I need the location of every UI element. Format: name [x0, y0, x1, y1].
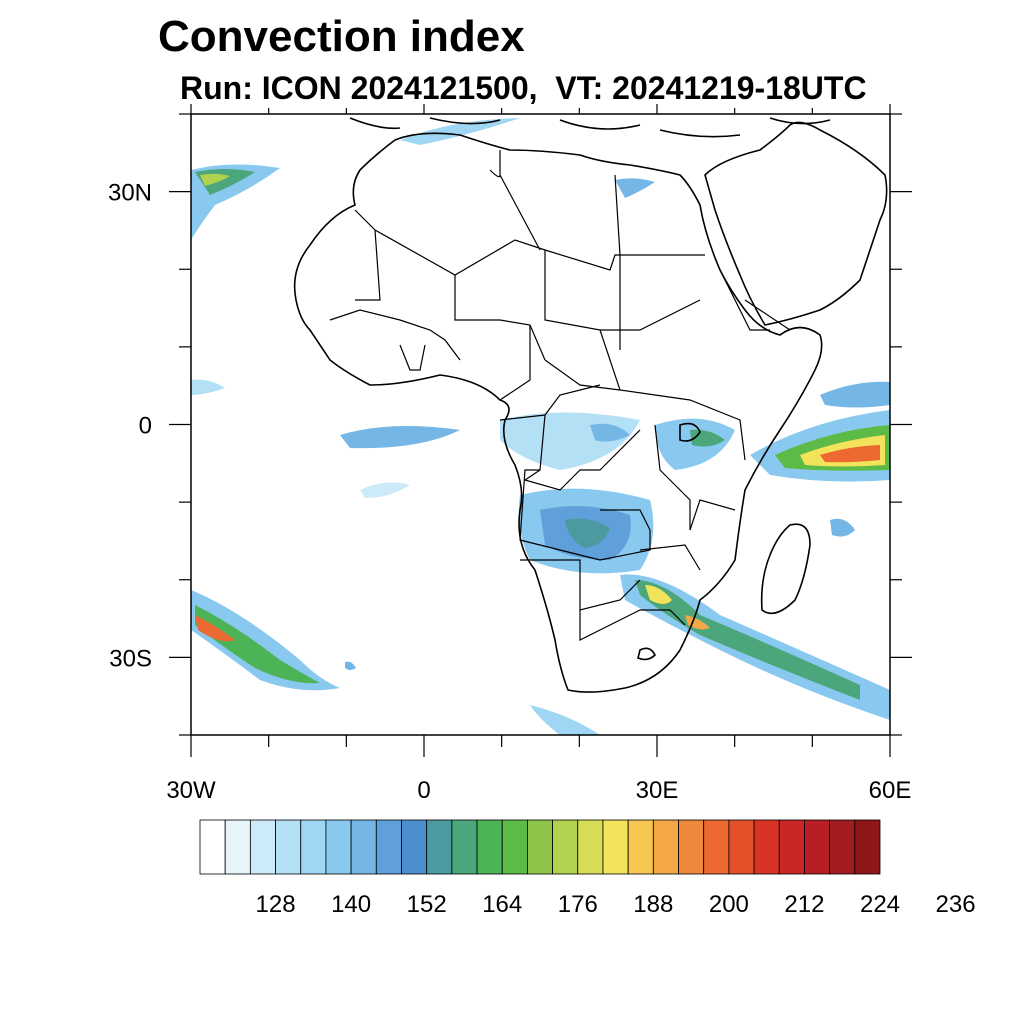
colorbar-swatch	[426, 819, 453, 875]
convection-field	[191, 118, 890, 735]
lat-tick-label: 30S	[109, 645, 152, 672]
lon-tick-label: 0	[417, 777, 430, 804]
colorbar-swatch	[224, 819, 251, 875]
colorbar-swatch	[652, 819, 679, 875]
madagascar-coastline	[760, 523, 811, 615]
colorbar-swatch	[778, 819, 805, 875]
colorbar-labels: 128 140 152 164 176 188 200 212 224 236	[256, 891, 976, 918]
colorbar-swatch	[527, 819, 553, 875]
field-region-mediterranean	[400, 118, 520, 145]
colorbar-label: 200	[709, 891, 749, 918]
latitude-labels: 30N 0 30S	[108, 180, 152, 673]
colorbar-swatch	[552, 819, 579, 875]
lon-tick-label: 30W	[166, 777, 216, 804]
colorbar-swatch	[602, 819, 629, 875]
colorbar-swatch	[275, 819, 302, 875]
colorbar-swatch	[249, 819, 276, 875]
country-borders	[329, 150, 791, 641]
field-region-southwest-atlantic	[191, 590, 356, 691]
lon-tick-label: 30E	[636, 777, 679, 804]
colorbar-swatch	[829, 819, 856, 875]
field-region-gulf-of-guinea	[340, 426, 460, 449]
longitude-labels: 30W 0 30E 60E	[166, 777, 911, 804]
field-region-northwest-atlantic	[191, 164, 280, 240]
colorbar-label: 236	[936, 891, 976, 918]
colorbar-swatch	[577, 819, 604, 875]
arabia-coastline	[704, 121, 888, 326]
field-region-atlantic-south	[360, 482, 410, 498]
europe-coastline	[349, 117, 831, 138]
colorbar-label: 152	[407, 891, 447, 918]
colorbar-label: 128	[256, 891, 296, 918]
coastlines	[293, 117, 888, 693]
lesotho-outline	[637, 647, 656, 661]
colorbar-label: 224	[860, 891, 900, 918]
colorbar-swatch	[199, 819, 226, 875]
africa-coastline	[293, 132, 823, 693]
field-region-west-atlantic	[191, 379, 225, 395]
colorbar-swatch	[401, 819, 428, 875]
colorbar-swatch	[300, 819, 327, 875]
lat-tick-label: 0	[139, 413, 152, 440]
chart-title: Convection index	[158, 12, 525, 61]
colorbar-swatch	[753, 819, 780, 875]
field-region-indian-ocean	[750, 381, 890, 537]
colorbar-swatch	[627, 819, 654, 875]
colorbar-swatch	[451, 819, 478, 875]
colorbar-label: 164	[482, 891, 522, 918]
colorbar-label: 176	[558, 891, 598, 918]
colorbar-swatch	[854, 819, 881, 875]
axis-ticks	[169, 104, 912, 757]
field-region-egypt-libya	[615, 178, 655, 198]
colorbar-label: 188	[633, 891, 673, 918]
colorbar-swatch	[350, 819, 377, 875]
colorbar-swatch	[325, 819, 352, 875]
colorbar-swatch	[375, 819, 402, 875]
lon-tick-label: 60E	[869, 777, 912, 804]
colorbar	[199, 819, 881, 875]
lat-tick-label: 30N	[108, 180, 152, 207]
colorbar-swatch	[728, 819, 755, 875]
colorbar-swatch	[678, 819, 705, 875]
field-region-congo	[500, 412, 640, 470]
colorbar-label: 212	[784, 891, 824, 918]
field-region-mozambique-streak	[620, 574, 890, 720]
colorbar-swatch	[501, 819, 528, 875]
colorbar-swatch	[804, 819, 831, 875]
field-region-angola-zambia	[518, 488, 654, 574]
colorbar-swatch	[476, 819, 503, 875]
field-region-south-atlantic	[530, 705, 600, 735]
colorbar-label: 140	[331, 891, 371, 918]
chart-subtitle: Run: ICON 2024121500, VT: 20241219-18UTC	[180, 70, 867, 106]
lake-victoria	[679, 422, 701, 442]
colorbar-swatch	[703, 819, 730, 875]
